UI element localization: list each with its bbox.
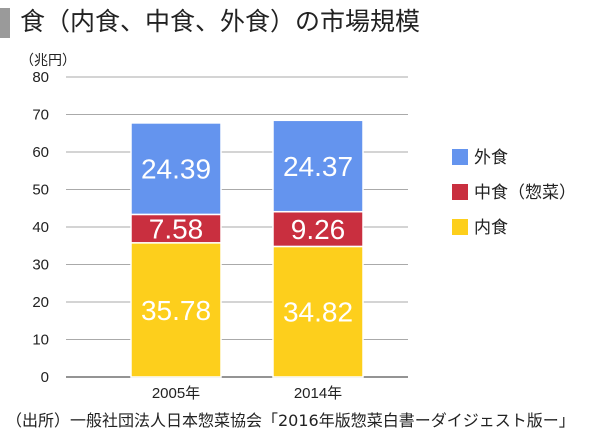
legend-swatch-0: [452, 149, 468, 165]
data-label-1-series-2: 24.37: [283, 151, 353, 182]
legend-label-1: 中食（惣菜）: [474, 183, 576, 203]
bar-1-series-0: [272, 245, 364, 378]
y-tick-label-80: 80: [32, 69, 49, 86]
y-axis-ticks: 0 10 20 30 40 50 60 70 80: [32, 69, 49, 386]
bar-0-series-0: [130, 242, 222, 378]
category-labels: 2005年 2014年: [152, 385, 342, 402]
bar-1-series-2: [272, 119, 364, 213]
y-tick-label-40: 40: [32, 219, 49, 236]
legend-swatch-1: [452, 184, 468, 200]
legend-swatch-2: [452, 219, 468, 235]
bars: 35.78 7.58 24.39 34.82 9.26 24.37: [130, 119, 364, 378]
y-tick-label-0: 0: [41, 369, 49, 386]
bar-0-series-2: [130, 122, 222, 216]
legend-label-2: 内食: [474, 218, 508, 238]
legend-label-0: 外食: [474, 148, 508, 168]
category-label-0: 2005年: [152, 385, 200, 402]
data-label-1-series-0: 34.82: [283, 297, 353, 328]
data-label-1-series-1: 9.26: [291, 214, 346, 245]
data-label-0-series-1: 7.58: [149, 214, 204, 245]
y-tick-label-70: 70: [32, 107, 49, 124]
data-label-0-series-2: 24.39: [141, 154, 211, 185]
y-axis-unit-label: （兆円）: [20, 53, 76, 69]
y-tick-label-60: 60: [32, 144, 49, 161]
y-tick-label-30: 30: [32, 257, 49, 274]
y-tick-label-50: 50: [32, 182, 49, 199]
source-note: （出所）一般社団法人日本惣菜協会「2016年版惣菜白書ーダイジェスト版ー」: [6, 411, 575, 430]
title-accent-bar: [0, 8, 10, 38]
chart-title: 食（内食、中食、外食）の市場規模: [20, 7, 421, 36]
data-label-0-series-0: 35.78: [141, 295, 211, 326]
bar-0-series-1: [130, 213, 222, 244]
y-tick-label-10: 10: [32, 332, 49, 349]
category-label-1: 2014年: [294, 385, 342, 402]
y-tick-label-20: 20: [32, 294, 49, 311]
